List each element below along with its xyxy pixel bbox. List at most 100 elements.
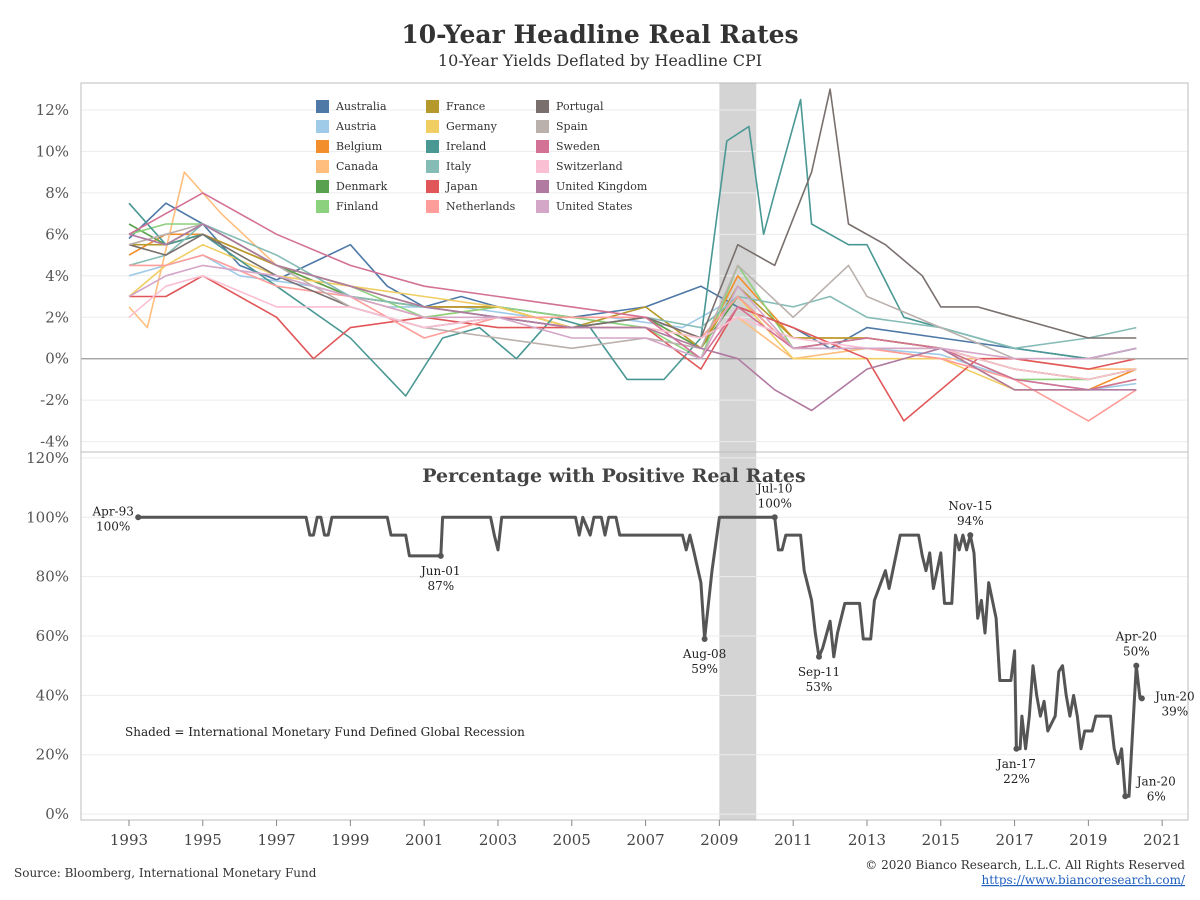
legend-swatch	[536, 200, 549, 213]
annotation-value-label: 59%	[691, 662, 718, 676]
annotation-marker	[771, 514, 778, 521]
recession-note: Shaded = International Monetary Fund Def…	[125, 725, 525, 739]
series-line-ireland	[128, 98, 1137, 397]
annotation-date-label: Apr-93	[91, 504, 133, 518]
legend-item-japan: Japan	[426, 180, 478, 193]
top-y-tick-label: 0%	[45, 350, 69, 368]
annotation-jan-20: Jan-206%	[1122, 774, 1176, 803]
top-y-tick-label: -4%	[40, 433, 69, 451]
bottom-panel-title: Percentage with Positive Real Rates	[422, 465, 805, 487]
bottom-panel-series	[138, 515, 1142, 798]
annotation-marker	[1133, 662, 1140, 669]
legend-swatch	[426, 160, 439, 173]
legend-item-australia: Australia	[316, 100, 387, 113]
annotation-marker	[437, 552, 444, 559]
bottom-y-tick-label: 80%	[36, 568, 69, 586]
x-tick-label: 1997	[257, 831, 295, 849]
legend-label: Canada	[336, 160, 379, 173]
legend-swatch	[426, 140, 439, 153]
x-tick-label: 2007	[626, 831, 664, 849]
x-axis-ticks: 1993 1995 1997 1999 2001 2003 2005 2007 2009 2011…	[110, 820, 1181, 849]
legend-swatch	[536, 120, 549, 133]
legend-item-netherlands: Netherlands	[426, 200, 516, 213]
legend-swatch	[316, 120, 329, 133]
legend-item-united-states: United States	[536, 200, 633, 213]
legend-item-denmark: Denmark	[316, 180, 388, 193]
legend-item-italy: Italy	[426, 160, 472, 173]
legend-item-france: France	[426, 100, 485, 113]
legend-label: Sweden	[556, 140, 600, 153]
legend-label: Australia	[335, 100, 387, 113]
legend-item-finland: Finland	[316, 200, 378, 213]
annotation-date-label: Sep-11	[798, 665, 840, 679]
top-y-tick-label: 12%	[36, 101, 69, 119]
top-y-tick-label: 6%	[45, 225, 69, 243]
legend-label: Netherlands	[446, 200, 516, 213]
x-tick-label: 2021	[1143, 831, 1181, 849]
legend-label: Portugal	[556, 100, 604, 113]
series-line-denmark	[128, 223, 1137, 381]
legend-item-ireland: Ireland	[426, 140, 486, 153]
legend-label: Belgium	[336, 140, 383, 153]
annotation-date-label: Apr-20	[1115, 630, 1157, 644]
legend: Australia Austria Belgium Canada Denmark Finl…	[316, 100, 648, 213]
chart-subtitle: 10-Year Yields Deflated by Headline CPI	[438, 51, 762, 70]
legend-label: France	[446, 100, 485, 113]
legend-label: Ireland	[446, 140, 486, 153]
annotation-date-label: Jun-20	[1153, 689, 1195, 703]
legend-label: United Kingdom	[556, 180, 648, 193]
x-tick-label: 2009	[700, 831, 738, 849]
series-line-finland	[128, 223, 1137, 381]
x-tick-label: 2017	[995, 831, 1033, 849]
legend-label: Austria	[335, 120, 377, 133]
legend-swatch	[426, 100, 439, 113]
legend-swatch	[316, 100, 329, 113]
x-tick-label: 2005	[553, 831, 591, 849]
annotation-date-label: Aug-08	[682, 647, 726, 661]
x-tick-label: 2019	[1069, 831, 1107, 849]
annotation-marker	[1013, 745, 1020, 752]
top-panel-series	[128, 88, 1137, 422]
annotation-value-label: 50%	[1123, 645, 1150, 659]
annotation-value-label: 6%	[1147, 789, 1166, 803]
bottom-y-tick-label: 100%	[26, 508, 69, 526]
annotation-marker	[1138, 695, 1145, 702]
top-y-tick-label: 2%	[45, 308, 69, 326]
series-line-japan	[129, 275, 1137, 422]
chart-title: 10-Year Headline Real Rates	[401, 20, 798, 49]
legend-label: United States	[556, 200, 633, 213]
legend-swatch	[536, 160, 549, 173]
annotation-date-label: Nov-15	[948, 499, 992, 513]
positive-real-rates-line	[138, 515, 1142, 798]
top-y-tick-label: -2%	[40, 391, 69, 409]
top-panel-grid	[81, 109, 1188, 443]
website-link[interactable]: https://www.biancoresearch.com/	[981, 873, 1185, 887]
annotation-date-label: Jan-17	[995, 757, 1036, 771]
legend-swatch	[316, 160, 329, 173]
legend-item-spain: Spain	[536, 120, 588, 133]
annotation-date-label: Jun-01	[419, 564, 461, 578]
copyright-text: © 2020 Bianco Research, L.L.C. All Right…	[865, 858, 1185, 872]
top-y-tick-label: 8%	[45, 184, 69, 202]
annotation-value-label: 39%	[1162, 704, 1189, 718]
legend-swatch	[426, 180, 439, 193]
annotation-marker	[967, 532, 974, 539]
legend-label: Germany	[446, 120, 498, 133]
legend-swatch	[536, 140, 549, 153]
bottom-y-tick-label: 20%	[36, 746, 69, 764]
legend-swatch	[316, 200, 329, 213]
annotation-marker	[135, 514, 142, 521]
legend-item-sweden: Sweden	[536, 140, 600, 153]
annotation-date-label: Jan-20	[1135, 774, 1176, 788]
x-tick-label: 2001	[405, 831, 443, 849]
legend-item-canada: Canada	[316, 160, 379, 173]
legend-swatch	[536, 100, 549, 113]
legend-label: Italy	[446, 160, 472, 173]
legend-item-austria: Austria	[316, 120, 377, 133]
legend-label: Spain	[556, 120, 588, 133]
